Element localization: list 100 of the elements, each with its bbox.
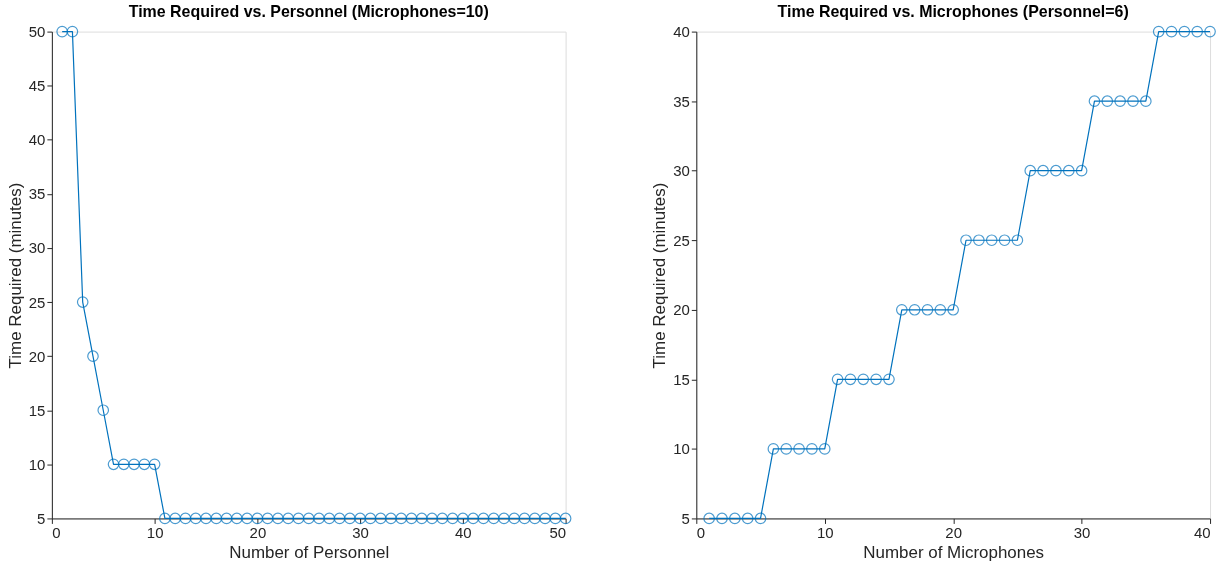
point — [895, 303, 908, 316]
point — [477, 512, 490, 525]
point — [1088, 95, 1101, 107]
point — [1011, 234, 1024, 247]
point — [107, 458, 120, 471]
point — [1050, 164, 1062, 177]
point — [415, 512, 428, 525]
point — [1178, 25, 1191, 38]
y-tick-label: 15 — [673, 370, 690, 388]
point — [313, 512, 325, 525]
point — [66, 25, 79, 38]
point — [405, 512, 418, 525]
point — [138, 458, 151, 471]
point — [793, 443, 805, 455]
y-tick-label: 30 — [673, 162, 690, 180]
y-tick-label: 30 — [28, 239, 46, 257]
point — [302, 512, 315, 525]
y-tick-label: 40 — [28, 131, 46, 149]
y-tick-label: 15 — [28, 401, 46, 419]
y-tick-label: 10 — [28, 455, 46, 473]
point — [426, 512, 438, 525]
point — [159, 512, 171, 525]
x-tick-label: 40 — [455, 523, 472, 541]
point — [998, 234, 1011, 247]
point — [395, 512, 408, 525]
point — [117, 458, 130, 471]
y-tick-label: 45 — [28, 77, 46, 95]
point — [1204, 25, 1216, 38]
point — [1127, 95, 1139, 107]
point — [857, 373, 870, 386]
point — [97, 404, 110, 417]
point — [908, 303, 921, 316]
point — [754, 512, 767, 525]
y-tick-label: 10 — [673, 440, 690, 458]
point — [518, 512, 531, 525]
y-tick-label: 25 — [673, 231, 690, 249]
x-axis-title: Number of Personnel — [229, 542, 390, 562]
point — [883, 373, 895, 386]
point — [457, 512, 469, 525]
point — [870, 373, 882, 386]
x-tick-label: 0 — [696, 523, 706, 541]
point — [261, 512, 274, 525]
point — [56, 25, 68, 38]
point — [436, 512, 449, 525]
point — [333, 512, 346, 525]
point — [354, 512, 366, 525]
point — [251, 512, 264, 525]
point — [831, 373, 844, 386]
point — [210, 512, 223, 525]
x-tick-label: 20 — [249, 523, 267, 541]
point — [973, 234, 985, 247]
point — [385, 512, 397, 525]
point — [364, 512, 377, 525]
y-tick-label: 5 — [681, 509, 690, 527]
point — [741, 512, 754, 525]
point — [128, 458, 140, 471]
point — [1037, 164, 1049, 177]
x-tick-label: 30 — [352, 523, 369, 541]
point — [241, 512, 253, 525]
chart-title: Time Required vs. Personnel (Microphones=10) — [128, 3, 489, 20]
x-tick-label: 0 — [52, 523, 61, 541]
point — [374, 512, 387, 525]
point — [947, 303, 960, 316]
point — [844, 373, 857, 386]
point — [1114, 95, 1126, 107]
point — [1101, 95, 1114, 107]
x-tick-label: 40 — [1193, 523, 1211, 541]
point — [818, 443, 831, 455]
y-tick-label: 40 — [673, 23, 690, 41]
point — [1191, 25, 1204, 38]
point — [780, 443, 793, 455]
point — [220, 512, 233, 525]
y-tick-label: 5 — [37, 509, 46, 527]
point — [292, 512, 305, 525]
point — [1062, 164, 1075, 177]
point — [559, 512, 572, 525]
point — [539, 512, 551, 525]
chart-title: Time Required vs. Microphones (Personnel=6) — [777, 3, 1129, 20]
point — [960, 234, 972, 247]
point — [729, 512, 741, 525]
y-tick-label: 20 — [28, 347, 46, 365]
point — [487, 512, 500, 525]
y-axis-title: Time Required (minutes) — [5, 182, 25, 369]
point — [323, 512, 336, 525]
point — [282, 512, 295, 525]
y-tick-label: 25 — [28, 293, 46, 311]
point — [200, 512, 212, 525]
y-tick-label: 50 — [28, 23, 46, 41]
x-axis-title: Number of Microphones — [863, 542, 1045, 562]
point — [549, 512, 562, 525]
y-tick-label: 35 — [673, 92, 690, 110]
x-tick-label: 20 — [945, 523, 962, 541]
point — [344, 512, 356, 525]
point — [76, 296, 89, 308]
point — [179, 512, 192, 525]
point — [169, 512, 181, 525]
point — [498, 512, 510, 525]
y-axis-title: Time Required (minutes) — [650, 182, 670, 369]
point — [934, 303, 947, 316]
point — [985, 234, 998, 247]
